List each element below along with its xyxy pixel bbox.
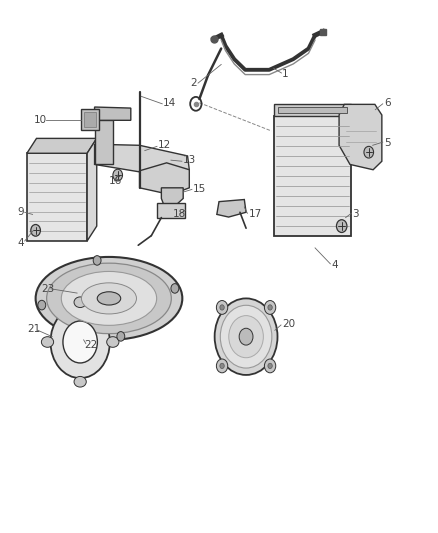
Circle shape [239,328,253,345]
Circle shape [336,220,347,232]
Circle shape [265,301,276,314]
Text: 18: 18 [173,209,187,220]
Bar [84,112,96,127]
Text: 4: 4 [17,238,24,247]
Circle shape [117,332,125,341]
Ellipse shape [41,337,53,348]
Polygon shape [87,139,97,241]
Bar [274,104,351,116]
Circle shape [50,306,110,378]
Text: 23: 23 [41,284,54,294]
Text: 13: 13 [183,155,197,165]
Circle shape [216,359,228,373]
Polygon shape [217,199,246,217]
Bar [278,107,347,114]
Ellipse shape [35,257,182,340]
Text: 17: 17 [249,209,262,220]
Polygon shape [95,107,131,120]
Circle shape [113,169,123,181]
Circle shape [215,298,278,375]
Circle shape [268,364,272,368]
Circle shape [63,321,97,363]
Text: 3: 3 [353,209,359,220]
Ellipse shape [81,283,137,314]
Text: 9: 9 [17,207,24,217]
Circle shape [31,224,40,236]
Ellipse shape [74,376,86,387]
Text: 22: 22 [85,340,98,350]
Polygon shape [27,139,97,154]
Polygon shape [161,188,183,206]
Bar [274,116,351,236]
Ellipse shape [107,337,119,348]
Ellipse shape [97,292,121,305]
Circle shape [38,300,46,310]
Text: 1: 1 [283,69,289,79]
Ellipse shape [74,297,86,308]
Circle shape [364,147,374,158]
Text: 5: 5 [384,138,391,148]
Bar [81,109,99,130]
Bar [157,203,185,217]
Circle shape [268,305,272,310]
Circle shape [171,284,179,293]
Polygon shape [95,120,113,165]
Circle shape [220,305,224,310]
Circle shape [220,364,224,368]
Text: 20: 20 [283,319,296,329]
Circle shape [220,305,272,368]
Circle shape [93,256,101,265]
Text: 4: 4 [332,261,338,270]
Text: 12: 12 [158,140,171,150]
Circle shape [216,301,228,314]
Ellipse shape [61,271,157,325]
Text: 2: 2 [191,78,197,88]
Circle shape [229,316,263,358]
Ellipse shape [46,263,171,334]
Polygon shape [140,163,189,195]
Text: 14: 14 [163,98,177,108]
Polygon shape [95,144,189,172]
Polygon shape [339,104,382,169]
Text: 15: 15 [193,184,206,195]
Bar [27,154,87,241]
Text: 10: 10 [33,115,46,125]
Text: 21: 21 [27,324,40,334]
Text: 6: 6 [384,98,391,108]
Circle shape [265,359,276,373]
Text: 16: 16 [109,176,122,187]
